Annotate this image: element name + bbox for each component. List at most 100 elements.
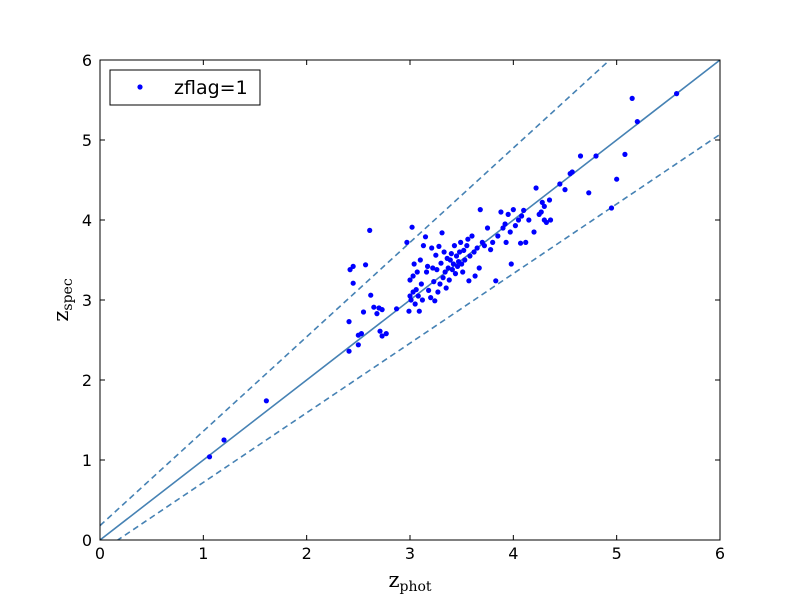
x-tick-label: 1 <box>198 544 208 563</box>
data-point <box>493 278 499 284</box>
data-point <box>362 262 369 268</box>
data-point <box>484 225 491 231</box>
data-point <box>461 247 467 253</box>
data-point <box>419 297 425 303</box>
data-point <box>674 91 680 97</box>
x-tick-label: 0 <box>95 544 105 563</box>
legend-marker <box>137 84 143 90</box>
data-point <box>437 281 443 287</box>
data-point <box>519 213 525 219</box>
data-point <box>505 211 511 217</box>
data-point <box>379 307 385 313</box>
data-point <box>367 227 373 233</box>
data-point <box>510 207 516 213</box>
data-point <box>465 236 471 242</box>
data-point <box>393 306 400 312</box>
y-tick-label: 2 <box>82 371 92 390</box>
data-point <box>466 278 472 284</box>
legend-box <box>109 69 261 106</box>
data-point <box>546 197 553 203</box>
data-point <box>531 229 537 235</box>
data-point <box>410 273 416 279</box>
data-point <box>206 454 213 460</box>
data-point <box>593 153 599 159</box>
data-point <box>451 243 458 249</box>
data-point <box>498 209 504 215</box>
data-point <box>350 280 356 286</box>
data-point <box>502 221 508 227</box>
data-point <box>358 331 365 337</box>
data-point <box>608 205 615 211</box>
data-point <box>408 297 414 303</box>
data-point <box>526 217 532 223</box>
data-point <box>488 247 494 253</box>
data-point <box>538 209 544 215</box>
data-point <box>442 269 448 275</box>
data-point <box>379 333 385 339</box>
data-point <box>464 243 470 249</box>
data-point <box>415 293 421 299</box>
data-point <box>490 239 496 245</box>
data-point <box>432 298 438 304</box>
y-tick-label: 3 <box>82 291 92 310</box>
data-point <box>221 437 227 443</box>
data-point <box>426 287 432 293</box>
x-tick-label: 5 <box>612 544 622 563</box>
data-point <box>577 153 584 159</box>
data-point <box>431 279 437 285</box>
data-point <box>411 261 417 267</box>
data-point <box>418 281 424 287</box>
data-point <box>507 229 513 235</box>
data-point <box>263 398 269 404</box>
data-point <box>383 331 389 337</box>
x-tick-label: 6 <box>715 544 725 563</box>
data-point <box>539 199 545 205</box>
data-point <box>445 265 451 271</box>
data-point <box>446 277 452 283</box>
data-point <box>472 273 478 279</box>
data-point <box>500 225 506 231</box>
data-point <box>407 293 413 299</box>
data-point <box>541 203 547 209</box>
data-point <box>543 219 550 225</box>
data-point <box>467 253 473 259</box>
data-point <box>409 224 415 230</box>
data-point <box>443 285 449 291</box>
data-point <box>404 239 410 245</box>
data-point <box>547 217 554 223</box>
y-axis-label: zspec <box>49 278 76 322</box>
data-point <box>459 261 465 267</box>
data-point <box>416 308 422 314</box>
data-point <box>469 233 475 239</box>
data-point <box>562 187 568 193</box>
legend: zflag=1 <box>109 69 261 106</box>
data-point <box>517 240 524 246</box>
data-point <box>476 265 482 271</box>
data-point <box>508 261 514 267</box>
data-point <box>433 252 439 258</box>
data-point <box>346 348 352 354</box>
data-point <box>462 257 468 263</box>
legend-label: zflag=1 <box>174 77 248 99</box>
x-tick-label: 4 <box>508 544 518 563</box>
data-point <box>452 271 459 277</box>
x-tick-label: 3 <box>405 544 415 563</box>
data-point <box>453 253 460 259</box>
data-point <box>435 289 441 295</box>
data-point <box>430 265 436 271</box>
y-axis-ticks: 0 1 2 3 4 5 6 <box>82 51 720 550</box>
data-point <box>355 342 361 348</box>
data-point <box>374 311 380 317</box>
data-point <box>414 269 420 275</box>
data-point <box>436 243 442 249</box>
data-point <box>454 263 461 269</box>
data-point <box>347 267 353 273</box>
data-point <box>407 277 413 283</box>
y-tick-label: 0 <box>82 531 92 550</box>
data-point <box>495 233 501 239</box>
data-point <box>428 295 434 301</box>
data-point <box>422 234 429 240</box>
data-point <box>557 181 563 187</box>
y-tick-label: 1 <box>82 451 92 470</box>
